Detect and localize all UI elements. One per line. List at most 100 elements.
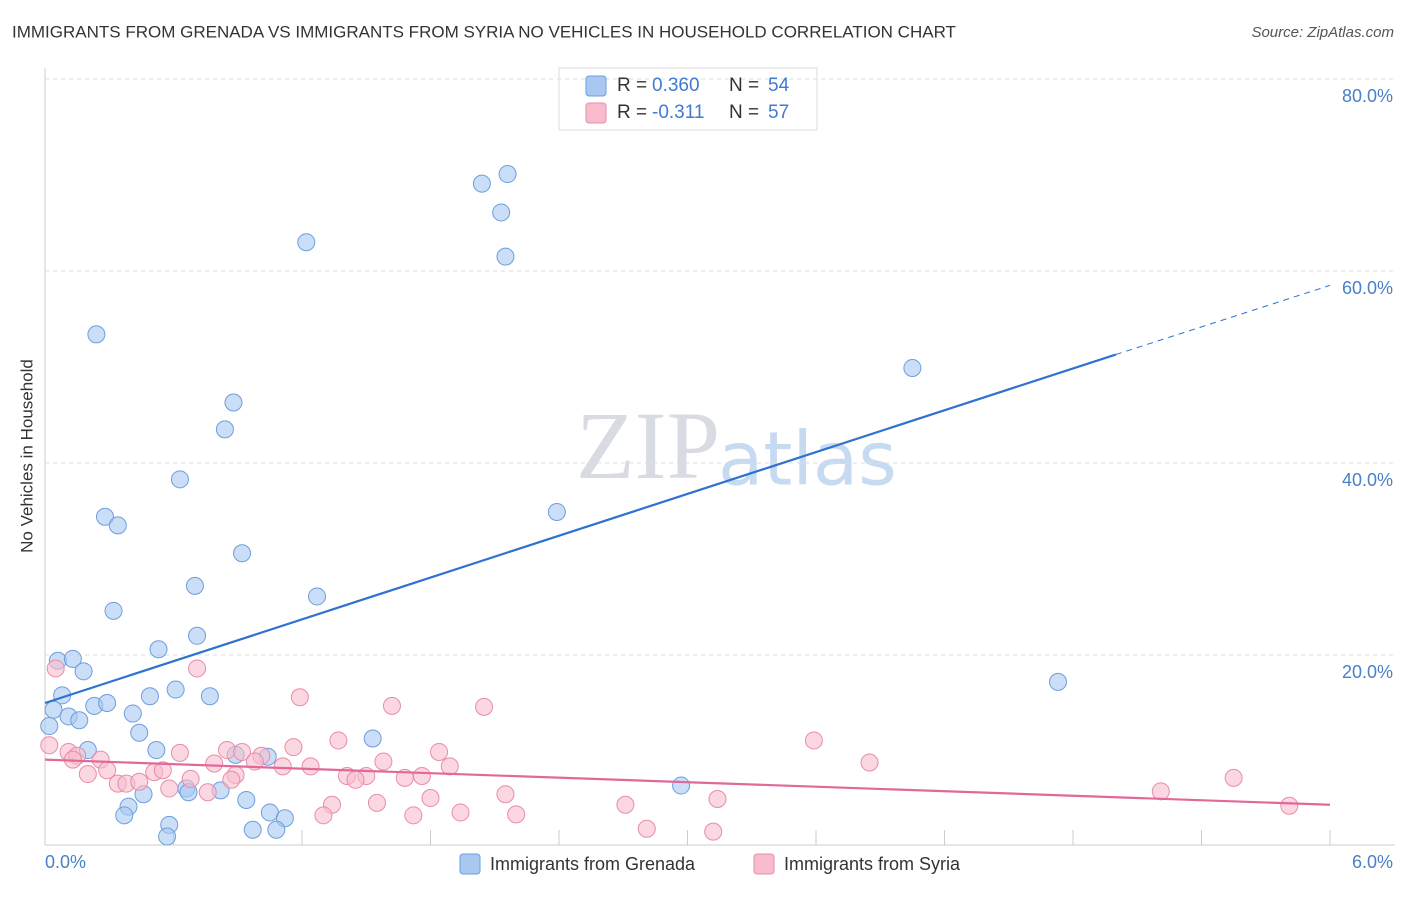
point [1224,768,1243,787]
legend-n-label: N = [729,102,759,123]
legend-swatch [753,853,775,875]
point [475,697,494,716]
point [158,827,177,846]
point [185,576,204,595]
point [430,742,449,761]
point [70,711,89,730]
point [46,659,65,678]
point [188,659,207,678]
point [273,757,292,776]
point [496,247,515,266]
point [708,790,727,808]
legend-n-value: 57 [768,102,789,123]
point [1049,672,1068,691]
trend-line [44,353,1117,705]
watermark: atlas [718,417,897,503]
point [404,806,423,825]
point [616,795,635,814]
point [181,769,200,788]
point [704,822,723,841]
point [130,772,149,791]
point [860,753,879,772]
point [297,233,316,252]
point [260,803,279,822]
point [472,174,491,193]
point [233,544,252,563]
point [115,806,134,825]
source: Source: ZipAtlas.com [1251,24,1394,41]
point [205,754,224,773]
point [346,770,365,789]
point [903,358,922,377]
point [40,717,59,736]
legend-n-label: N = [729,75,759,96]
point [243,820,262,839]
x-tick-label: 0.0% [45,852,86,872]
point [637,819,656,838]
point [672,776,691,795]
point [108,516,127,535]
point [1151,782,1170,801]
point [74,662,93,681]
trend-line [1115,284,1331,355]
point [40,736,59,755]
point [170,743,189,762]
point [329,731,348,750]
point [237,790,256,809]
point [218,741,237,760]
point [78,765,97,784]
point [198,783,217,802]
point [307,587,326,606]
point [166,680,185,699]
point [188,626,207,645]
point [123,704,142,723]
legend-label: Immigrants from Grenada [490,854,696,874]
watermark: ZIP [576,392,720,499]
point [153,761,172,780]
point [547,502,566,521]
point [267,820,286,839]
point [95,507,114,526]
legend-r-label: R = [617,102,647,123]
legend-n-value: 54 [768,75,790,96]
legend-swatch [585,75,607,97]
y-tick-label: 80.0% [1342,86,1393,106]
y-tick-label: 40.0% [1342,470,1393,490]
point [224,393,243,412]
point [382,696,401,715]
point [44,700,63,719]
point [149,640,168,659]
point [498,165,517,184]
point [222,770,241,789]
point [160,779,179,798]
point [496,785,515,804]
point [804,731,823,750]
legend-swatch [459,853,481,875]
legend-r-value: 0.360 [652,75,700,96]
point [374,752,393,771]
point [104,601,123,620]
point [98,694,117,712]
point [147,741,166,760]
point [421,789,440,808]
y-tick-label: 60.0% [1342,278,1393,298]
point [290,688,309,707]
point [87,325,106,344]
y-tick-label: 20.0% [1342,662,1393,682]
y-axis-label: No Vehicles in Household [17,359,36,553]
legend-r-value: -0.311 [652,102,704,123]
point [284,738,303,757]
point [363,729,382,748]
trend-line [44,758,1331,806]
point [170,470,189,489]
point [440,757,459,776]
legend-label: Immigrants from Syria [784,854,961,874]
point [412,766,431,785]
point [200,687,219,706]
point [314,806,333,825]
point [215,420,234,439]
point [233,742,252,761]
point [507,805,526,824]
point [451,803,470,822]
